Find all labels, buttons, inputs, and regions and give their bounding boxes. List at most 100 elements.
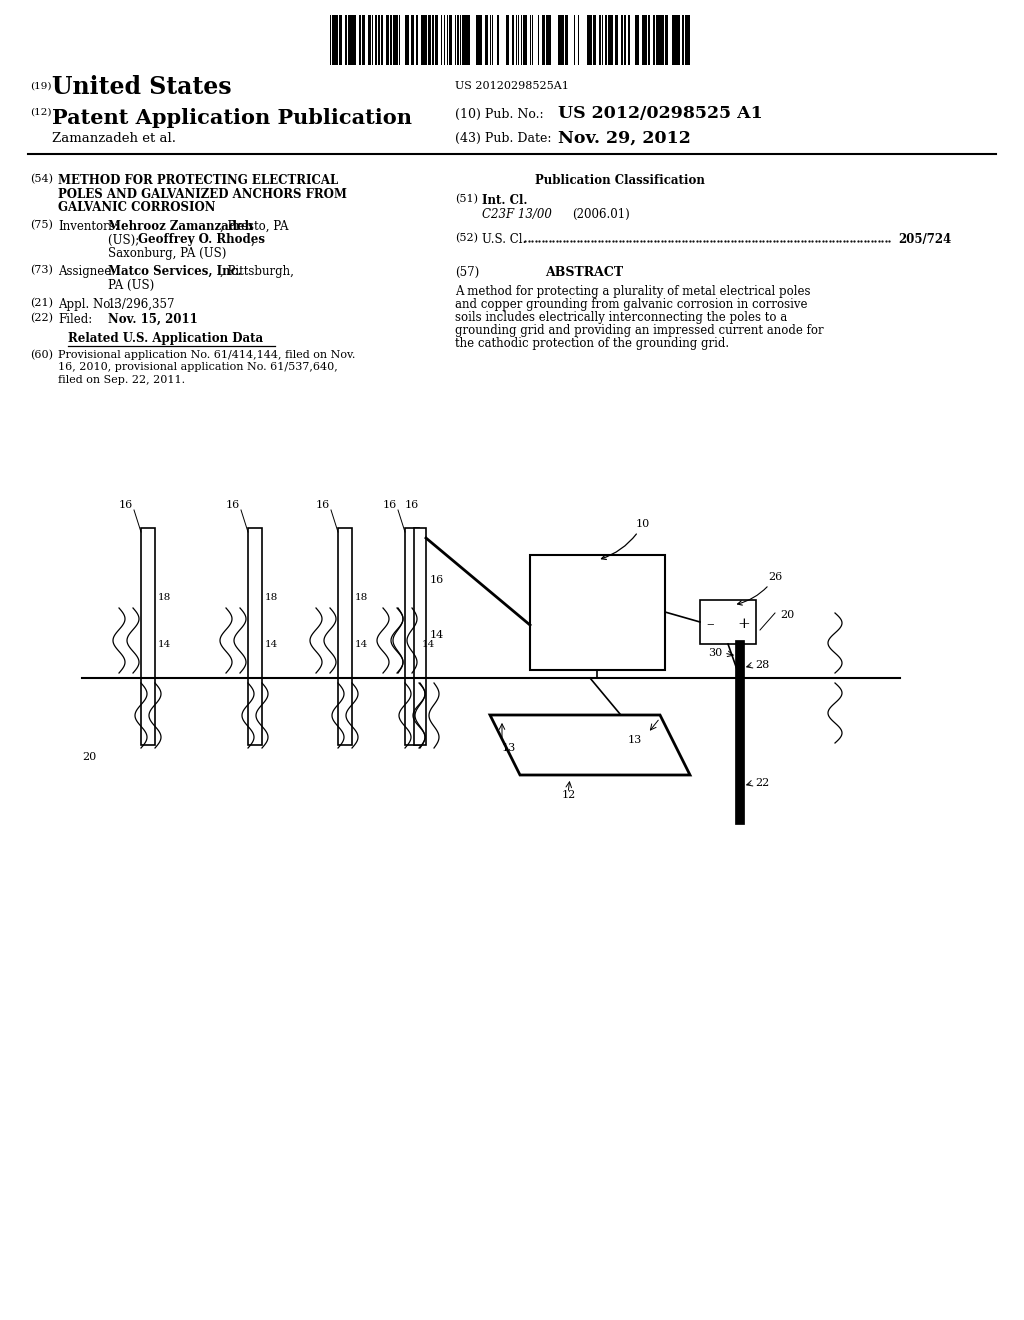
Bar [605,15,607,65]
Text: (52): (52) [455,234,478,243]
Text: Appl. No.:: Appl. No.: [58,298,118,312]
Text: Inventors:: Inventors: [58,220,119,234]
Bar [525,15,527,65]
Polygon shape [490,715,690,775]
Bar [362,15,365,65]
Text: 28: 28 [755,660,769,671]
Bar [506,15,509,65]
Bar [497,15,499,65]
Bar [485,15,488,65]
Text: Saxonburg, PA (US): Saxonburg, PA (US) [108,247,226,260]
Bar [406,15,407,65]
Text: (43) Pub. Date:: (43) Pub. Date: [455,132,552,145]
Text: soils includes electrically interconnecting the poles to a: soils includes electrically interconnect… [455,312,787,323]
Text: (10) Pub. No.:: (10) Pub. No.: [455,108,544,121]
Text: (51): (51) [455,194,478,205]
Text: (60): (60) [30,350,53,360]
Bar [465,15,468,65]
Bar [530,554,665,671]
Bar [675,15,677,65]
Bar [549,15,551,65]
Text: , Presto, PA: , Presto, PA [220,220,289,234]
Text: filed on Sep. 22, 2011.: filed on Sep. 22, 2011. [58,375,185,385]
Text: 22: 22 [755,777,769,788]
Bar [656,15,659,65]
Bar [359,15,361,65]
Bar [348,15,350,65]
Text: +: + [737,616,751,631]
Text: U.S. Cl.: U.S. Cl. [482,234,526,246]
Text: US 20120298525A1: US 20120298525A1 [455,81,569,91]
Text: Matco Services, Inc.: Matco Services, Inc. [108,265,242,279]
Text: and copper grounding from galvanic corrosion in corrosive: and copper grounding from galvanic corro… [455,298,808,312]
Text: (19): (19) [30,82,51,91]
Text: Assignee:: Assignee: [58,265,116,279]
Text: (2006.01): (2006.01) [572,209,630,220]
Bar [628,15,630,65]
Text: Publication Classification: Publication Classification [535,174,705,187]
Text: A method for protecting a plurality of metal electrical poles: A method for protecting a plurality of m… [455,285,811,298]
Text: 20: 20 [780,610,795,620]
Bar [332,15,335,65]
Text: 20: 20 [82,752,96,762]
Bar [648,15,650,65]
Bar [411,15,413,65]
Bar [435,15,438,65]
Bar [662,15,664,65]
Text: (21): (21) [30,298,53,309]
Text: Geoffrey O. Rhodes: Geoffrey O. Rhodes [138,234,265,247]
Text: 13/296,357: 13/296,357 [108,298,175,312]
Bar [637,15,639,65]
Text: 205/724: 205/724 [898,234,951,246]
Bar [665,15,668,65]
Text: 30: 30 [708,648,722,657]
Text: Int. Cl.: Int. Cl. [482,194,527,207]
Bar [599,15,601,65]
Text: (12): (12) [30,108,51,117]
Text: Patent Application Publication: Patent Application Publication [52,108,412,128]
Bar [141,528,155,744]
Text: 14: 14 [355,640,369,649]
Bar [672,15,675,65]
Bar [345,15,347,65]
Bar [560,15,563,65]
Text: 18: 18 [265,593,279,602]
Text: 14: 14 [422,640,435,649]
Text: 16: 16 [315,500,330,510]
Text: (22): (22) [30,313,53,323]
Text: Mehrooz Zamanzadeh: Mehrooz Zamanzadeh [108,220,253,234]
Bar [368,15,371,65]
Text: (75): (75) [30,220,53,230]
Bar [589,15,591,65]
Text: 13: 13 [628,735,642,744]
Text: Zamanzadeh et al.: Zamanzadeh et al. [52,132,176,145]
Bar [615,15,618,65]
Text: 14: 14 [158,640,171,649]
Text: 16: 16 [404,500,419,510]
Bar [381,15,383,65]
Text: 10: 10 [601,519,650,560]
Bar [682,15,684,65]
Bar [390,15,392,65]
Bar [642,15,644,65]
Bar [393,15,396,65]
Text: Filed:: Filed: [58,313,92,326]
Bar [414,528,426,744]
Text: PA (US): PA (US) [108,279,155,292]
Text: US 2012/0298525 A1: US 2012/0298525 A1 [558,106,763,121]
Bar [425,15,427,65]
Bar [462,15,465,65]
Bar [378,15,380,65]
Text: 18: 18 [158,593,171,602]
Bar [677,15,680,65]
Text: Nov. 29, 2012: Nov. 29, 2012 [558,129,691,147]
Bar [449,15,452,65]
Text: 16: 16 [226,500,240,510]
Text: (73): (73) [30,265,53,276]
Text: –: – [707,616,714,631]
Text: grounding grid and providing an impressed current anode for: grounding grid and providing an impresse… [455,323,823,337]
Bar [546,15,549,65]
Text: 16: 16 [383,500,397,510]
Bar [350,15,353,65]
Bar [609,15,611,65]
